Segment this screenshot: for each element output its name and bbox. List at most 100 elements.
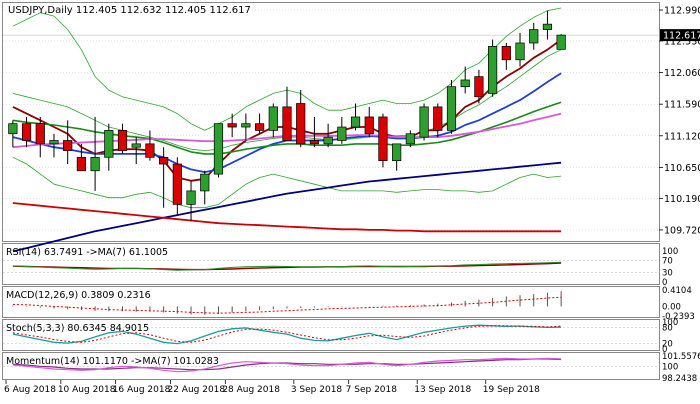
bullish-candle (186, 190, 196, 205)
bullish-candle (323, 136, 333, 145)
date-tick-label: 10 Aug 2018 (58, 385, 116, 395)
macd-tick-label: 0.00 (662, 302, 681, 312)
bearish-candle (227, 123, 237, 128)
rsi-tick-label: 100 (662, 247, 678, 257)
bullish-candle (241, 123, 251, 128)
bearish-candle (159, 156, 169, 165)
price-tick-label: 110.190 (664, 194, 700, 205)
bearish-candle (172, 163, 182, 205)
macd-label: MACD(12,26,9) 0.3809 0.2316 (6, 290, 151, 301)
bearish-candle (21, 123, 32, 141)
momentum-tick-label: 101.5576 (662, 352, 700, 362)
bullish-candle (213, 123, 224, 175)
bullish-candle (405, 133, 415, 145)
bullish-candle (542, 23, 553, 30)
macd-signal-line (12, 296, 562, 314)
momentum-panel-frame (2, 352, 660, 380)
date-tick-label: 6 Aug 2018 (4, 385, 56, 395)
stoch-label: Stoch(5,3,3) 80.6345 84.9015 (6, 323, 149, 334)
bollinger-lower-line (12, 156, 562, 209)
bearish-candle (309, 140, 320, 145)
bearish-candle (501, 45, 511, 61)
candlesticks (8, 10, 566, 222)
date-tick-label: 13 Sep 2018 (414, 385, 471, 395)
price-tick-label: 109.720 (664, 225, 700, 236)
bearish-candle (296, 103, 306, 145)
chart-title: USDJPY,Daily 112.405 112.632 112.405 112… (8, 5, 251, 16)
bullish-candle (556, 34, 566, 50)
bullish-candle (49, 140, 59, 145)
momentum-tick-label: 100 (662, 362, 678, 372)
momentum-label: Momentum(14) 101.1170 ->MA(7) 101.0283 (6, 356, 219, 367)
bullish-candle (8, 123, 18, 135)
price-tick-label: 112.530 (664, 36, 700, 47)
stoch-tick-label: 20 (662, 340, 673, 350)
bullish-candle (200, 173, 210, 192)
bullish-candle (419, 106, 429, 138)
date-tick-label: 3 Sep 2018 (291, 385, 343, 395)
stoch-k-line (12, 324, 562, 345)
bullish-candle (460, 79, 470, 88)
bullish-candle (350, 116, 361, 128)
current-price-tag (660, 29, 700, 42)
bullish-candle (268, 106, 278, 131)
stoch-panel-frame (2, 319, 660, 351)
rsi-line (12, 261, 562, 271)
price-axis: 112.990 112.530 112.060 111.590 111.120 110.6… (659, 6, 700, 236)
bearish-candle (282, 106, 292, 141)
macd-layer: 0.4104 0.00-0.2393 (12, 286, 695, 322)
bullish-candle (446, 86, 457, 131)
bearish-candle (254, 123, 265, 131)
current-price-label: 112.617 (663, 31, 700, 42)
momentum-tick-label: 98.2438 (662, 374, 697, 384)
bearish-candle (433, 106, 443, 131)
price-tick-label: 111.120 (664, 131, 700, 142)
bearish-candle (474, 76, 484, 98)
bullish-candle (529, 29, 539, 44)
bearish-candle (364, 116, 374, 135)
bullish-candle (488, 45, 498, 94)
stoch-d-line (12, 325, 562, 343)
rsi-tick-label: 30 (662, 269, 673, 279)
date-tick-label: 19 Sep 2018 (483, 385, 540, 395)
stoch-tick-label: 80 (662, 323, 673, 333)
bullish-candle (337, 126, 347, 141)
macd-panel-frame (2, 286, 660, 318)
stoch-tick-label: 0 (662, 345, 667, 355)
price-tick-label: 112.060 (664, 68, 700, 79)
bullish-candle (131, 143, 141, 148)
main-panel-frame (2, 2, 660, 242)
momentum-line (12, 357, 562, 373)
price-tick-label: 112.990 (664, 6, 700, 17)
momentum-ma-line (12, 358, 562, 371)
macd-tick-label: 0.4104 (662, 286, 692, 296)
price-tick-label: 110.650 (664, 163, 700, 174)
navy-ma-line (12, 161, 562, 253)
rsi-tick-label: 70 (662, 256, 673, 266)
date-tick-label: 22 Aug 2018 (167, 385, 225, 395)
price-tick-label: 111.590 (664, 100, 700, 111)
stoch-tick-label: 100 (662, 318, 678, 328)
bearish-candle (63, 140, 73, 151)
rsi-panel-frame (2, 243, 660, 285)
bullish-candle (515, 42, 525, 61)
bearish-candle (117, 130, 128, 151)
bearish-candle (378, 116, 388, 162)
bearish-candle (35, 123, 45, 145)
bearish-candle (145, 143, 155, 158)
bullish-candle (90, 156, 100, 172)
rsi-ma-line (12, 262, 562, 271)
rsi-label: RSI(14) 63.7491 ->MA(7) 61.1005 (6, 247, 168, 258)
bearish-candle (76, 156, 86, 172)
date-tick-label: 7 Sep 2018 (346, 385, 398, 395)
bullish-candle (392, 143, 402, 162)
rsi-tick-label: 0 (662, 278, 667, 288)
date-tick-label: 28 Aug 2018 (222, 385, 280, 395)
red-ma-line (12, 202, 562, 233)
